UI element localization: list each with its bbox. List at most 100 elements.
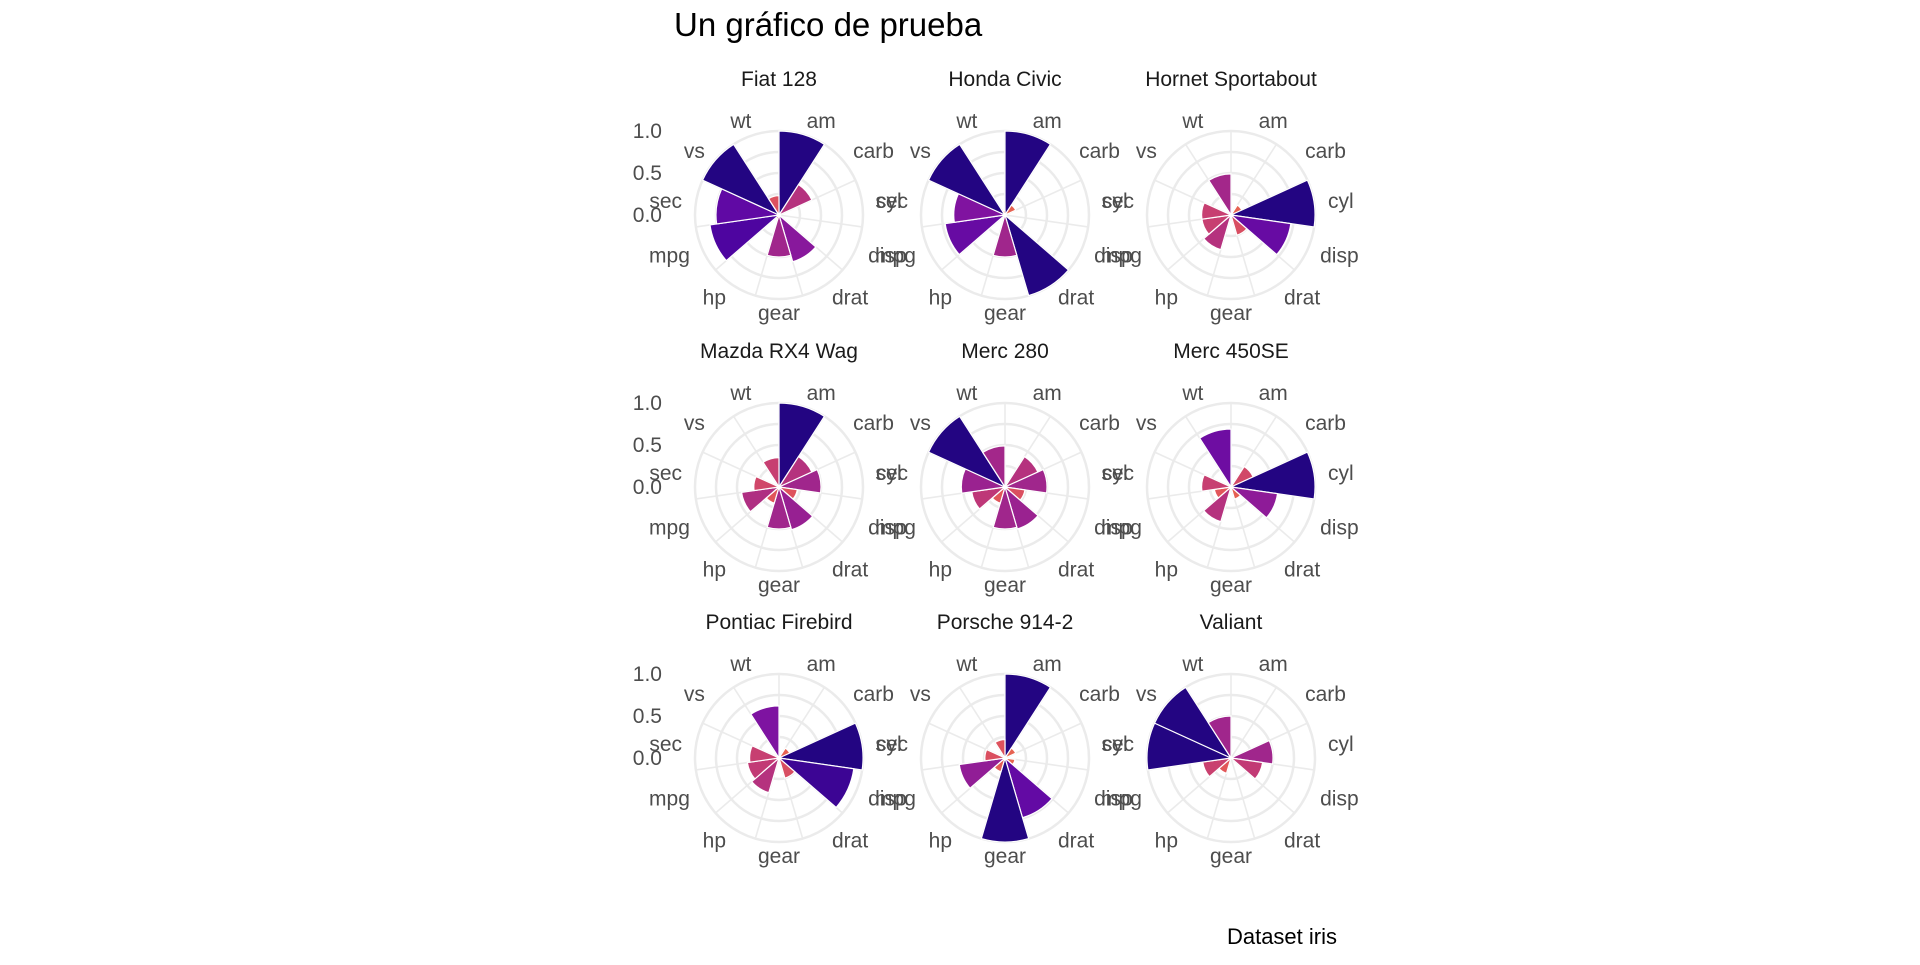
category-label: hp [703,829,726,852]
category-label: carb [1079,683,1120,706]
category-label: disp [1094,517,1133,540]
category-label: sec [649,190,682,213]
category-label: cyl [876,462,902,485]
wedge-wt [750,705,780,761]
category-label: cyl [1328,733,1354,756]
category-label: drat [832,558,868,581]
wedge-drat [1229,213,1248,236]
category-label: vs [1136,412,1157,435]
category-label: hp [703,558,726,581]
wedge-wt [767,195,780,218]
category-label: drat [1058,829,1094,852]
category-label: am [1259,110,1288,133]
grid-spoke [1230,686,1278,759]
category-label: sec [649,462,682,485]
wedge-gear [766,484,792,530]
category-label: hp [1155,286,1178,309]
wedge-wt [1198,428,1232,490]
category-label: mpg [875,245,916,268]
category-label: carb [853,412,894,435]
category-label: gear [984,845,1026,868]
category-label: mpg [1101,245,1142,268]
category-label: sec [1101,190,1134,213]
wedge-vs [1153,686,1233,760]
wedge-disp [1229,757,1264,780]
wedge-cyl [1228,179,1316,228]
category-label: mpg [875,788,916,811]
category-label: cyl [1102,462,1128,485]
category-label: vs [1136,140,1157,163]
category-label: vs [910,140,931,163]
category-label: wt [729,110,751,133]
category-label: drat [832,286,868,309]
category-label: cyl [876,190,902,213]
category-label: carb [853,683,894,706]
category-label: cyl [1328,190,1354,213]
radial-tick-label: 0.0 [633,747,662,770]
wedge-qsec [984,748,1008,762]
category-label: carb [853,140,894,163]
radial-tick-label: 0.0 [633,476,662,499]
category-label: sec [649,733,682,756]
wedge-hp [1202,213,1233,251]
wedge-gear [992,484,1018,530]
category-label: gear [984,302,1026,325]
wedge-drat [777,485,814,531]
category-label: gear [984,574,1026,597]
category-label: wt [729,382,751,405]
category-label: vs [910,683,931,706]
radial-tick-label: 0.5 [633,434,662,457]
category-label: disp [868,517,907,540]
category-label: mpg [649,517,690,540]
facet-title: Merc 280 [961,340,1049,363]
wedge-disp [1229,486,1279,519]
wedge-disp [777,757,855,809]
facet-title: Merc 450SE [1173,340,1289,363]
category-label: gear [758,302,800,325]
wedge-mpg [958,757,1007,790]
category-label: mpg [875,517,916,540]
wedge-wt [981,445,1006,490]
category-label: carb [1305,412,1346,435]
category-label: gear [1210,574,1252,597]
category-label: disp [1320,517,1359,540]
wedge-drat [1003,485,1039,530]
category-label: hp [1155,829,1178,852]
wedge-vs [927,143,1007,217]
category-label: mpg [649,788,690,811]
category-label: am [1259,382,1288,405]
category-label: hp [929,829,952,852]
category-label: am [807,653,836,676]
category-label: am [807,110,836,133]
category-label: gear [758,845,800,868]
wedge-carb [1003,204,1017,217]
wedge-hp [750,756,781,794]
category-label: am [1033,110,1062,133]
category-label: drat [1058,558,1094,581]
category-label: wt [955,653,977,676]
wedge-am [778,130,826,218]
category-label: hp [1155,558,1178,581]
wedge-hp [1202,485,1233,523]
category-label: disp [868,788,907,811]
wedge-wt [994,738,1006,761]
category-label: hp [929,558,952,581]
category-label: carb [1079,140,1120,163]
facet-title: Valiant [1200,611,1263,634]
category-label: gear [1210,302,1252,325]
wedge-cyl [776,722,864,771]
chart-caption: Dataset iris [1226,924,1337,949]
category-label: wt [729,653,751,676]
category-label: disp [1320,788,1359,811]
radial-tick-label: 1.0 [633,392,662,415]
wedge-qsec [753,475,782,492]
category-label: gear [1210,845,1252,868]
wedge-wt [762,456,780,490]
wedge-am [1004,130,1052,218]
category-label: am [1033,653,1062,676]
wedge-mpg [944,214,1007,256]
category-label: am [1259,653,1288,676]
category-label: vs [1136,683,1157,706]
